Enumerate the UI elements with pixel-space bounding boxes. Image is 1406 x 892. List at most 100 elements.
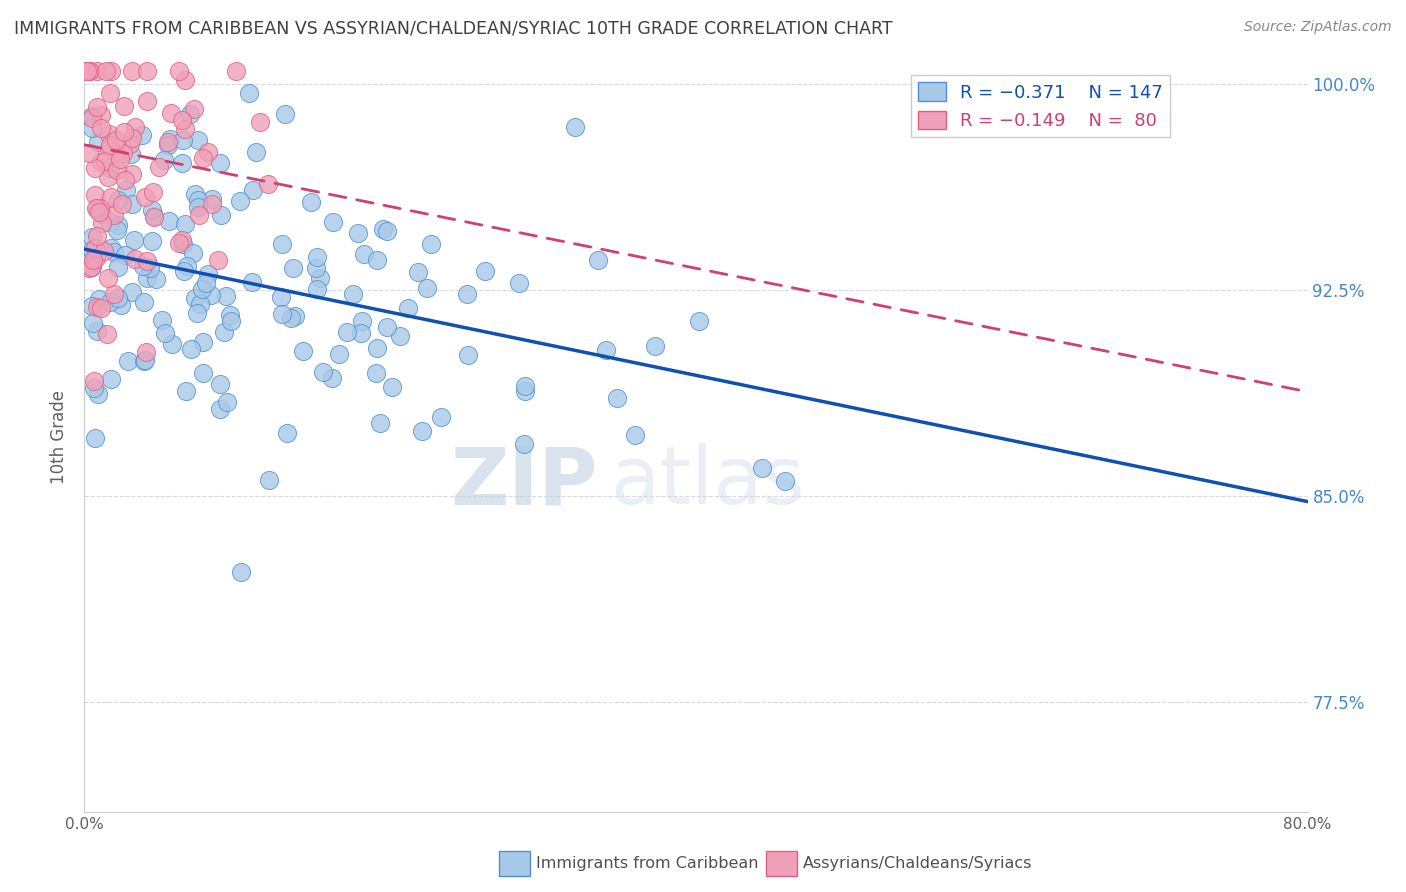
Point — [142, 185, 165, 199]
Point — [389, 329, 412, 343]
Point — [209, 208, 232, 222]
Point — [77, 63, 100, 78]
Point — [100, 241, 122, 255]
Point — [150, 313, 173, 327]
Point — [190, 282, 212, 296]
Point — [114, 248, 136, 262]
Point — [474, 264, 496, 278]
Point — [209, 376, 232, 391]
Point — [84, 161, 107, 175]
Point — [170, 233, 193, 247]
Point — [322, 215, 344, 229]
Point — [508, 277, 530, 291]
Point — [124, 252, 146, 267]
Point — [274, 107, 297, 121]
Point — [80, 230, 103, 244]
Point — [103, 208, 125, 222]
Point — [98, 137, 121, 152]
Point — [215, 289, 238, 303]
Point — [396, 301, 419, 316]
Point — [80, 299, 103, 313]
Point — [184, 186, 207, 201]
Point — [219, 313, 242, 327]
Point — [456, 286, 478, 301]
Point — [167, 235, 190, 250]
Point — [76, 63, 98, 78]
Point — [90, 121, 112, 136]
Point — [136, 94, 159, 108]
Point — [86, 324, 108, 338]
Point — [368, 416, 391, 430]
Text: Source: ZipAtlas.com: Source: ZipAtlas.com — [1244, 20, 1392, 34]
Point — [112, 99, 135, 113]
Point — [134, 353, 156, 368]
Point — [350, 326, 373, 340]
Point — [416, 281, 439, 295]
Point — [97, 128, 120, 142]
Point — [174, 217, 197, 231]
Point — [225, 63, 247, 78]
Point — [139, 260, 162, 275]
Point — [172, 156, 194, 170]
Point — [249, 115, 271, 129]
Point — [77, 145, 100, 160]
Point — [124, 120, 146, 135]
Point — [105, 162, 128, 177]
Point — [328, 347, 350, 361]
Point — [100, 190, 122, 204]
Point — [83, 381, 105, 395]
Point — [82, 317, 104, 331]
Point — [145, 271, 167, 285]
Point — [197, 145, 219, 159]
Point — [515, 384, 537, 398]
Point — [347, 226, 370, 240]
Point — [173, 73, 195, 87]
Point — [87, 387, 110, 401]
Point — [80, 260, 103, 274]
Point — [79, 63, 101, 78]
Point — [193, 367, 215, 381]
Point — [98, 215, 121, 229]
Point — [353, 247, 375, 261]
Point — [201, 196, 224, 211]
Legend: R = −0.371    N = 147, R = −0.149    N =  80: R = −0.371 N = 147, R = −0.149 N = 80 — [911, 75, 1170, 137]
Point — [595, 343, 617, 357]
Point — [172, 236, 194, 251]
Point — [200, 287, 222, 301]
Point — [773, 474, 796, 488]
Point — [80, 112, 103, 126]
Point — [174, 121, 197, 136]
Point — [366, 253, 388, 268]
Point — [89, 205, 111, 219]
Point — [219, 308, 242, 322]
Point — [184, 292, 207, 306]
Point — [238, 86, 260, 100]
Point — [83, 431, 105, 445]
Point — [97, 270, 120, 285]
Point — [86, 135, 108, 149]
Point — [231, 565, 253, 579]
Point — [107, 291, 129, 305]
Point — [187, 193, 209, 207]
Point — [76, 63, 98, 78]
Point — [82, 252, 104, 267]
Point — [107, 193, 129, 207]
Point — [90, 301, 112, 316]
Point — [183, 102, 205, 116]
Point — [122, 233, 145, 247]
Point — [86, 201, 108, 215]
Point — [751, 461, 773, 475]
Point — [513, 379, 536, 393]
Point — [121, 131, 143, 145]
Point — [180, 342, 202, 356]
Point — [114, 173, 136, 187]
Point — [156, 138, 179, 153]
Point — [430, 409, 453, 424]
Text: IMMIGRANTS FROM CARIBBEAN VS ASSYRIAN/CHALDEAN/SYRIAC 10TH GRADE CORRELATION CHA: IMMIGRANTS FROM CARIBBEAN VS ASSYRIAN/CH… — [14, 20, 893, 37]
Point — [115, 183, 138, 197]
Point — [105, 223, 128, 237]
Point — [366, 341, 388, 355]
Point — [419, 237, 441, 252]
Point — [209, 401, 232, 416]
Point — [111, 197, 134, 211]
